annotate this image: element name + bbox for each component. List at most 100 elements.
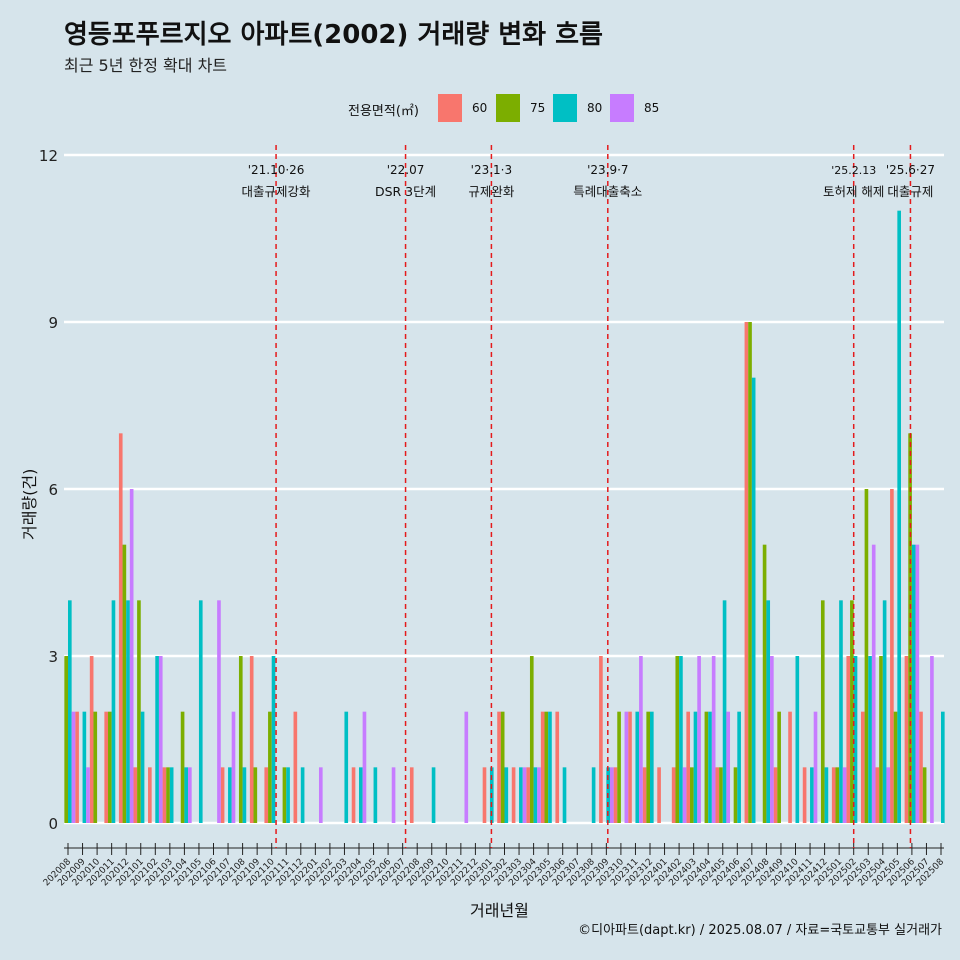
legend-item-85: 85 — [610, 94, 659, 122]
bar-85-202402 — [682, 767, 687, 823]
bar-85-202310 — [624, 711, 629, 823]
bar-85-202107 — [231, 711, 236, 823]
bar-60-202102 — [148, 767, 152, 823]
bar-60-202502 — [846, 656, 851, 823]
bar-60-202310 — [613, 767, 618, 823]
bar-85-202504 — [886, 767, 891, 823]
bar-85-202204 — [362, 711, 367, 823]
bar-85-202303 — [522, 767, 527, 823]
bar-75-202406 — [733, 767, 738, 823]
bar-85-202405 — [726, 711, 731, 823]
caption: ©디아파트(dapt.kr) / 2025.08.07 / 자료=국토교통부 실… — [578, 923, 942, 938]
bar-80-202104 — [184, 767, 189, 823]
bar-75-202104 — [180, 711, 185, 823]
event-date-label: '23.1·3 — [471, 163, 512, 177]
y-tick-label: 6 — [48, 481, 58, 499]
bar-75-202304 — [529, 656, 534, 823]
bar-85-202008 — [71, 711, 76, 823]
legend-title: 전용면적(㎡) — [348, 104, 419, 119]
bar-60-202107 — [220, 767, 225, 823]
bar-80-202102 — [155, 656, 159, 823]
bar-80-202504 — [882, 600, 887, 823]
bar-75-202407 — [748, 322, 752, 823]
bar-80-202502 — [853, 656, 858, 823]
bar-75-202010 — [93, 711, 98, 823]
bar-60-202103 — [162, 767, 167, 823]
bar-75-202402 — [675, 656, 680, 823]
bar-85-202206 — [391, 767, 396, 823]
bar-75-202310 — [617, 711, 621, 823]
bar-60-202204 — [351, 767, 356, 823]
bar-75-202404 — [704, 711, 709, 823]
bar-80-202303 — [519, 767, 523, 823]
bar-60-202306 — [555, 711, 560, 823]
bar-75-202111 — [282, 767, 287, 823]
bar-80-202505 — [897, 210, 901, 823]
bar-80-202103 — [169, 767, 174, 823]
event-date-label: '25.6·27 — [886, 163, 935, 177]
bar-75-202110 — [268, 711, 272, 823]
bar-60-202405 — [715, 767, 720, 823]
y-tick-label: 12 — [39, 147, 58, 165]
bar-60-202311 — [628, 711, 632, 823]
bar-75-202501 — [835, 767, 840, 823]
bar-85-202404 — [711, 656, 716, 823]
bar-85-202411 — [813, 711, 818, 823]
event-label: DSR 3단계 — [375, 184, 436, 199]
bar-75-202507 — [922, 767, 927, 823]
bar-80-202402 — [679, 656, 683, 823]
bar-80-202009 — [82, 711, 87, 823]
bar-60-202109 — [249, 656, 254, 823]
bar-60-202407 — [744, 322, 749, 823]
legend-key-75 — [496, 94, 520, 122]
bar-80-202403 — [693, 711, 698, 823]
bar-80-202407 — [751, 377, 756, 823]
bar-85-202501 — [842, 767, 847, 823]
bar-60-202302 — [497, 711, 501, 823]
bar-60-202410 — [788, 711, 792, 823]
legend-item-80: 80 — [553, 94, 602, 122]
bar-80-202305 — [548, 711, 552, 823]
event-date-label: '22.07 — [387, 163, 425, 177]
bar-85-202507 — [930, 656, 934, 823]
bar-85-202102 — [158, 656, 163, 823]
chart-subtitle: 최근 5년 한정 확대 차트 — [64, 56, 228, 75]
bar-80-202501 — [839, 600, 843, 823]
bar-75-202302 — [500, 711, 505, 823]
bar-60-202501 — [831, 767, 836, 823]
bar-60-202409 — [773, 767, 778, 823]
bar-60-202506 — [904, 656, 909, 823]
bar-75-202008 — [64, 656, 68, 823]
bar-75-202408 — [762, 544, 767, 823]
bar-60-202309 — [599, 656, 603, 823]
legend-key-85 — [610, 94, 634, 122]
event-label: 대출규제 — [887, 184, 933, 199]
bar-85-202104 — [188, 767, 192, 823]
bar-85-202304 — [537, 767, 541, 823]
bar-75-202312 — [646, 711, 650, 823]
bar-80-202302 — [504, 767, 509, 823]
bar-85-202506 — [915, 544, 920, 823]
bar-60-202304 — [526, 767, 530, 823]
bar-75-202506 — [908, 433, 912, 823]
bar-60-202010 — [89, 656, 94, 823]
legend-label-75: 75 — [530, 101, 546, 115]
bar-80-202112 — [300, 767, 305, 823]
bar-60-202101 — [133, 767, 138, 823]
bar-80-202404 — [708, 711, 712, 823]
bar-85-202408 — [770, 656, 774, 823]
event-date-label: '23.9·7 — [587, 163, 628, 177]
y-tick-label: 0 — [48, 815, 58, 833]
event-label: 규제완화 — [468, 184, 515, 199]
bar-75-202103 — [166, 767, 170, 823]
y-tick-label: 9 — [48, 314, 58, 332]
bar-80-202011 — [111, 600, 116, 823]
bar-80-202311 — [635, 711, 640, 823]
bar-60-202411 — [802, 767, 807, 823]
bar-80-202312 — [650, 711, 654, 823]
bar-80-202308 — [591, 767, 596, 823]
legend-item-60: 60 — [438, 94, 487, 122]
bar-75-202011 — [108, 711, 112, 823]
bar-80-202105 — [198, 600, 203, 823]
